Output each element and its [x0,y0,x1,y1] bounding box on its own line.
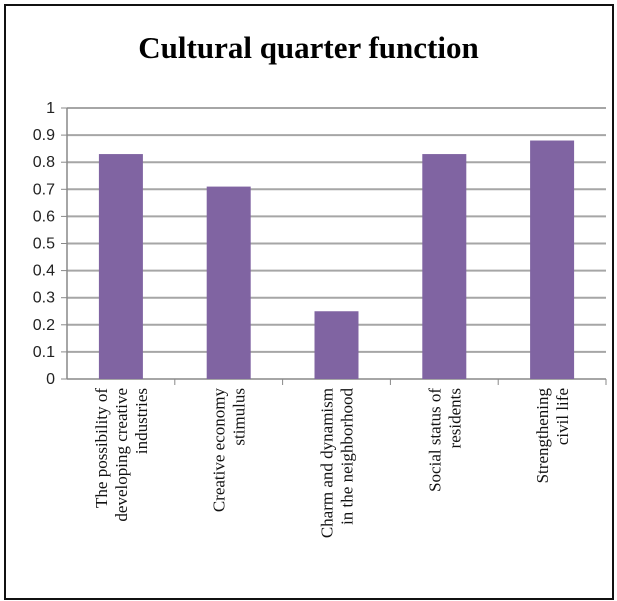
y-tick-label: 0.6 [33,208,55,225]
y-tick-label: 0.2 [33,317,55,334]
x-category-label: civil life [553,388,572,445]
x-category-label: Creative economy [210,388,229,513]
bar [98,154,143,379]
x-category-label: industries [132,388,151,454]
y-tick-label: 0.8 [33,154,55,171]
x-category-label: developing creative [112,388,131,522]
bar [530,140,575,379]
y-tick-label: 1 [46,100,55,117]
x-category-label: The possibility of [92,388,111,508]
x-category-label: stimulus [230,388,249,446]
bar [314,311,359,379]
x-category-label: Social status of [425,388,444,492]
x-category-label: Strengthening [533,388,552,484]
y-tick-label: 0.9 [33,127,55,144]
y-tick-label: 0.1 [33,344,55,361]
y-tick-label: 0.5 [33,236,55,253]
x-category-label: residents [445,388,464,448]
x-category-label: Charm and dynamism [318,388,337,538]
bar [422,154,467,379]
y-tick-label: 0.4 [33,263,55,280]
x-category-label: in the neighborhood [338,388,357,525]
bar [206,186,251,379]
y-tick-label: 0 [46,371,55,388]
y-tick-label: 0.3 [33,290,55,307]
chart-title: Cultural quarter function [138,30,479,65]
y-tick-label: 0.7 [33,181,55,198]
